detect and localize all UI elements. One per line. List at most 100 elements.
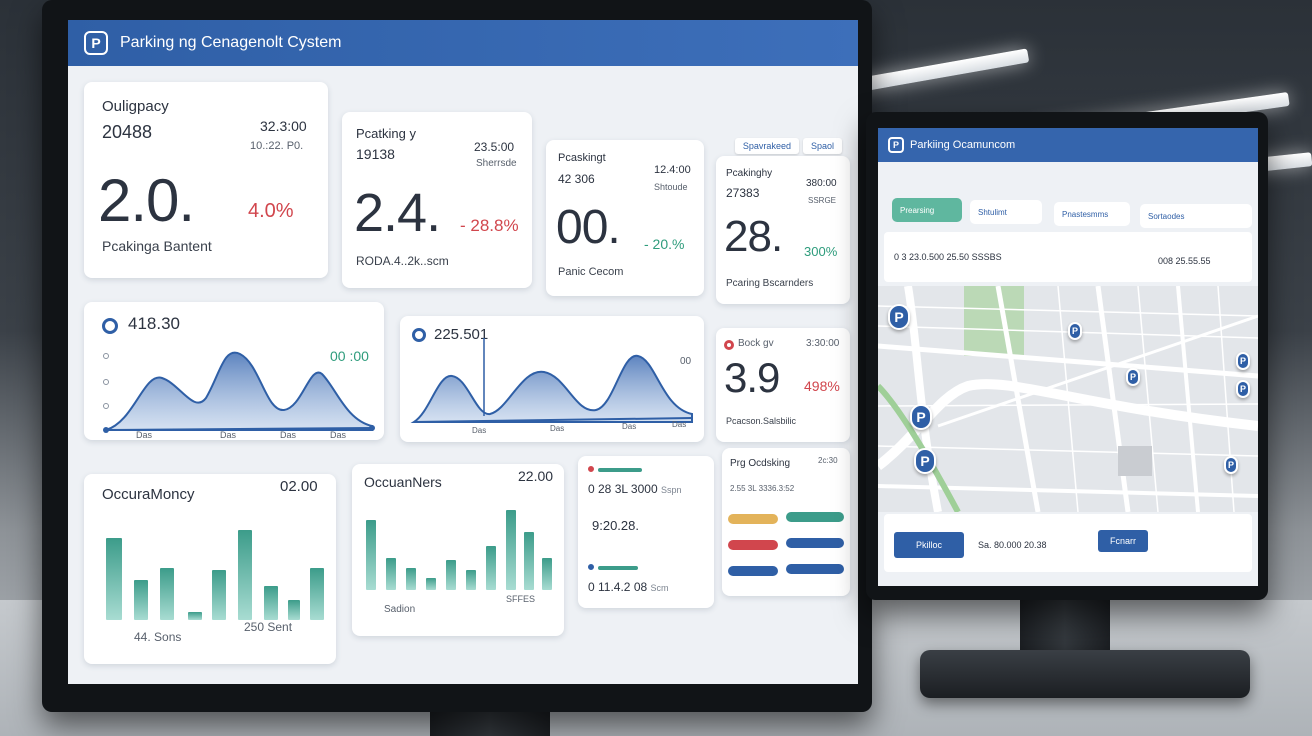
kpi-count: 42 306 [558,172,595,186]
toggle-switch[interactable] [728,540,778,550]
parking-logo-icon: P [84,31,108,55]
bar [366,520,376,590]
map-roads [878,286,1258,512]
bar [188,612,202,620]
bar [238,530,252,620]
x-tick-label: Das [280,430,297,440]
bar [426,578,436,590]
map-info-text: 0 3 23.0.500 25.50 SSSBS [894,252,1002,262]
area-chart [103,351,375,433]
bar-chart-card[interactable]: OccuanNers 22.00 Sadion SFFES [352,464,564,636]
settings-corner-value: 2c:30 [818,456,838,465]
kpi-card[interactable]: Ouligpacy 20488 32.3:00 10.:22. P0. 2.0.… [84,82,328,278]
kpi-time: 380:00 [806,178,837,189]
kpi-subtime: Sherrsde [476,158,517,169]
kpi-time: 32.3:00 [260,118,307,134]
parking-pin-icon[interactable]: P [888,304,910,330]
alert-big-value: 3.9 [724,354,780,401]
parking-logo-icon: P [888,137,904,153]
chart-title: OccuraMoncy [102,486,195,503]
bar [106,538,122,620]
tab[interactable]: Pnastesmms [1054,202,1130,226]
city-map[interactable]: P P P P P P P P [878,286,1258,512]
kpi-subtime: SSRGE [808,196,837,205]
kpi-caption: Pcakinga Bantent [102,238,212,254]
toggle-switch[interactable] [786,512,844,522]
bar [466,570,476,590]
kpi-delta: - 20.% [644,236,685,252]
bar [446,560,456,590]
dashboard-screen: P Parking ng Cenagenolt Cystem Spavrakee… [68,20,858,684]
bar [506,510,516,590]
toggle-switch[interactable] [786,538,844,548]
kpi-big-value: 00. [556,201,621,254]
map-info-right: 008 25.55.55 [1158,256,1211,266]
legend-row: 0 28 3L 3000 Sspn [588,482,681,496]
parking-pin-icon[interactable]: P [1068,322,1082,340]
parking-pin-icon[interactable]: P [1126,368,1140,386]
kpi-card[interactable]: Pcakinghy 27383 380:00 SSRGE 28. 300% Pc… [716,156,850,304]
x-tick-label: Das [330,430,347,440]
alert-time: 3:30:00 [806,338,840,349]
kpi-time: 12.4:00 [654,164,691,176]
tab[interactable]: Shtulimt [970,200,1042,224]
toggle-switch[interactable] [728,514,778,524]
bar [386,558,396,590]
x-tick-label: Das [136,430,153,440]
settings-card[interactable]: Prg Ocdsking 2c:30 2.55 3L 3336.3:52 [722,448,850,596]
alert-card[interactable]: Bock gv 3:30:00 3.9 498% Pcacson.Salsbil… [716,328,850,442]
bar [310,568,324,620]
bar [160,568,174,620]
chart-title: OccuanNers [364,474,442,490]
header-action-button[interactable]: Spaol [802,138,842,154]
settings-title: Prg Ocdsking [730,458,791,469]
tab-active[interactable]: Prearsing [892,198,962,222]
x-tick-label: SFFES [506,594,536,604]
chart-corner-value: 02.00 [280,478,318,495]
kpi-card[interactable]: Pcatking y 19138 23.5:00 Sherrsde 2.4. -… [342,112,532,288]
kpi-label: Pcaskingt [558,152,606,164]
alert-title: Bock gv [738,338,774,349]
chart-marker-icon [412,328,426,342]
map-footer: Pkilloc Sa. 80.000 20.38 Fcnarr [884,514,1252,572]
parking-pin-icon[interactable]: P [1236,352,1250,370]
chart-title: 225.501 [434,326,489,343]
kpi-caption: RODA.4..2k..scm [356,254,449,268]
legend-card[interactable]: 0 28 3L 3000 Sspn 9:20.28. 0 11.4.2 08 S… [578,456,714,608]
area-chart-card[interactable]: 225.501 00 Das Das Das Das [400,316,704,442]
parking-pin-icon[interactable]: P [1224,456,1238,474]
parking-pin-icon[interactable]: P [914,448,936,474]
map-action-button[interactable]: Fcnarr [1098,530,1148,552]
parking-pin-icon[interactable]: P [1236,380,1250,398]
x-tick-label: Das [472,426,487,435]
bar [406,568,416,590]
toggle-switch[interactable] [786,564,844,574]
legend-suffix: Sspn [660,485,682,495]
parking-pin-icon[interactable]: P [910,404,932,430]
kpi-delta: 300% [804,244,838,259]
x-tick-label: Das [672,420,687,429]
chart-marker-icon [102,318,118,334]
chart-corner-value: 00 [680,356,692,367]
alert-delta: 498% [804,378,840,394]
bar-chart-plot [106,522,326,620]
alert-icon [724,340,734,350]
monitor-stand-base [920,650,1250,698]
tab[interactable]: Sortaodes [1140,204,1252,228]
kpi-big-value: 2.4. [354,183,441,243]
kpi-card[interactable]: Pcaskingt 42 306 12.4:00 Shtoude 00. - 2… [546,140,704,296]
legend-dot-icon [588,466,594,472]
area-chart-card[interactable]: 418.30 00 :00 Das Das Das D [84,302,384,440]
header-action-button[interactable]: Spavrakeed [734,138,799,154]
bar [134,580,148,620]
x-tick-label: Sadion [384,604,416,615]
toggle-switch[interactable] [728,566,778,576]
map-app-title: Parkiing Ocamuncom [910,139,1016,151]
map-action-button[interactable]: Pkilloc [894,532,964,558]
kpi-count: 19138 [356,146,395,162]
kpi-big-value: 2.0. [98,167,195,234]
kpi-count: 20488 [102,122,153,142]
kpi-time: 23.5:00 [474,140,515,154]
kpi-count: 27383 [726,186,760,200]
bar-chart-card[interactable]: OccuraMoncy 02.00 44. Sons 250 Sent [84,474,336,664]
